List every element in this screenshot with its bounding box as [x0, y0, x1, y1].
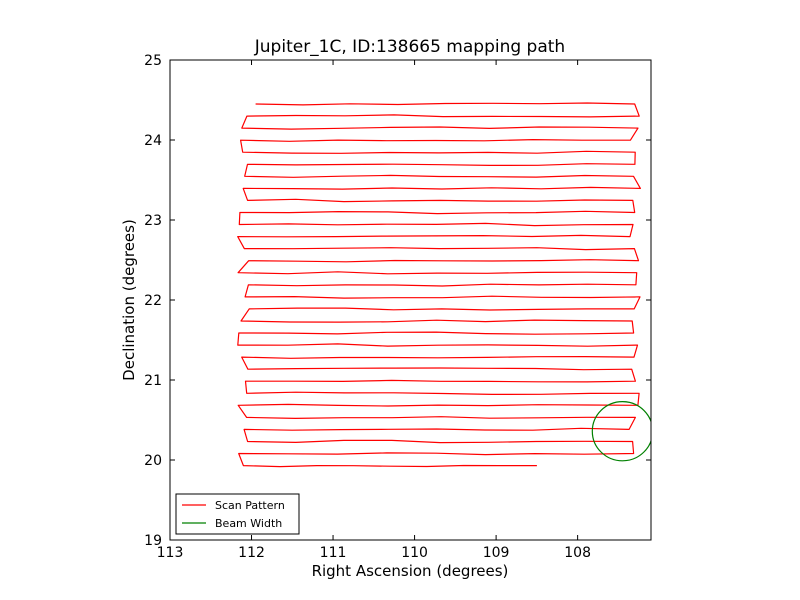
y-tick-label: 22: [144, 293, 162, 309]
x-tick-label: 113: [157, 545, 184, 561]
x-axis-label: Right Ascension (degrees): [312, 562, 509, 580]
chart-title: Jupiter_1C, ID:138665 mapping path: [254, 37, 565, 57]
legend: Scan Pattern Beam Width: [175, 493, 300, 535]
x-tick-label: 112: [238, 545, 265, 561]
y-tick-label: 21: [144, 373, 162, 389]
x-tick-label: 109: [483, 545, 510, 561]
y-tick-label: 19: [144, 533, 162, 549]
y-tick-label: 24: [144, 133, 162, 149]
x-axis: 113 112 111 110 109 108: [157, 60, 591, 561]
beam-width-circle: [591, 401, 651, 462]
y-tick-label: 23: [144, 213, 162, 229]
legend-label-beam-width: Beam Width: [215, 517, 282, 530]
plot-area: [237, 102, 651, 468]
y-tick-label: 25: [144, 53, 162, 69]
legend-box: [175, 493, 300, 535]
y-tick-label: 20: [144, 453, 162, 469]
scan-pattern-path: [237, 102, 641, 468]
x-tick-label: 110: [401, 545, 428, 561]
x-tick-label: 108: [564, 545, 591, 561]
x-tick-label: 111: [320, 545, 347, 561]
legend-label-scan-pattern: Scan Pattern: [215, 499, 285, 512]
y-axis-label: Declination (degrees): [120, 219, 138, 381]
y-axis: 19 20 21 22 23 24 25: [144, 53, 651, 549]
